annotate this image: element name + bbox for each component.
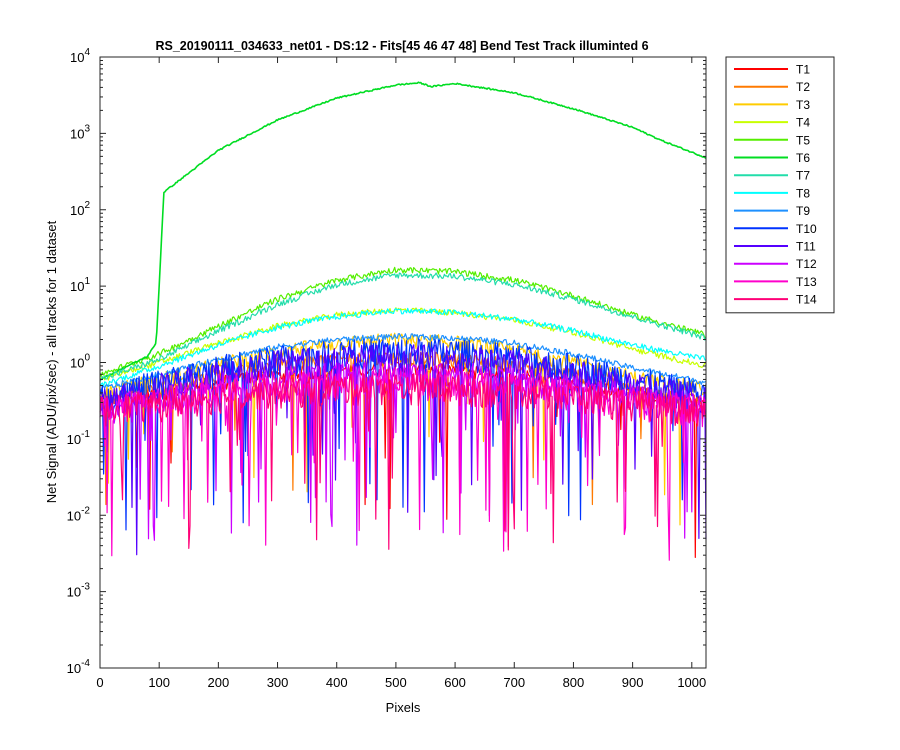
y-tick-base: 10 bbox=[70, 203, 84, 218]
x-axis-label: Pixels bbox=[386, 700, 421, 715]
x-tick-label: 300 bbox=[267, 675, 289, 690]
y-tick-exponent: 3 bbox=[84, 123, 90, 134]
x-tick-label: 1000 bbox=[677, 675, 706, 690]
y-tick-exponent: 2 bbox=[84, 200, 90, 211]
y-tick-exponent: -3 bbox=[81, 582, 90, 593]
x-tick-label: 900 bbox=[622, 675, 644, 690]
legend-label: T14 bbox=[796, 293, 817, 307]
chart-title: RS_20190111_034633_net01 - DS:12 - Fits[… bbox=[155, 39, 648, 53]
x-tick-label: 100 bbox=[148, 675, 170, 690]
legend-label: T10 bbox=[796, 222, 817, 236]
legend-label: T5 bbox=[796, 133, 810, 147]
legend-label: T8 bbox=[796, 186, 810, 200]
y-tick-label: 103 bbox=[70, 123, 90, 141]
series-line-t5 bbox=[99, 266, 707, 377]
y-tick-exponent: 0 bbox=[84, 353, 90, 364]
y-tick-exponent: -1 bbox=[81, 429, 90, 440]
series-line-t9 bbox=[99, 333, 707, 393]
y-tick-base: 10 bbox=[70, 356, 84, 371]
legend-label: T6 bbox=[796, 151, 810, 165]
legend-label: T13 bbox=[796, 275, 817, 289]
x-tick-label: 400 bbox=[326, 675, 348, 690]
y-tick-label: 10-4 bbox=[67, 658, 91, 676]
x-tick-label: 200 bbox=[208, 675, 230, 690]
y-tick-base: 10 bbox=[70, 50, 84, 65]
x-tick-label: 500 bbox=[385, 675, 407, 690]
y-axis-label: Net Signal (ADU/pix/sec) - all tracks fo… bbox=[44, 220, 59, 503]
legend-box bbox=[725, 56, 835, 314]
series-line-t6 bbox=[99, 81, 707, 381]
y-tick-label: 10-1 bbox=[67, 429, 91, 447]
y-tick-base: 10 bbox=[67, 432, 81, 447]
y-tick-exponent: -2 bbox=[81, 505, 90, 516]
x-tick-label: 0 bbox=[96, 675, 103, 690]
y-tick-label: 10-3 bbox=[67, 582, 91, 600]
legend-label: T4 bbox=[796, 116, 810, 130]
x-tick-label: 700 bbox=[503, 675, 525, 690]
y-tick-base: 10 bbox=[67, 508, 81, 523]
series-line-t14 bbox=[99, 373, 707, 551]
y-tick-base: 10 bbox=[67, 585, 81, 600]
series-line-t8 bbox=[99, 307, 707, 387]
y-tick-base: 10 bbox=[70, 126, 84, 141]
x-axis: 0 100 200 300 400 500 600 700 800 900 1000 bbox=[96, 57, 706, 690]
legend-label: T11 bbox=[796, 240, 816, 254]
series-layer bbox=[99, 81, 707, 561]
legend-label: T3 bbox=[796, 98, 810, 112]
series-line-t7 bbox=[99, 272, 707, 382]
y-tick-label: 100 bbox=[70, 353, 90, 371]
y-tick-exponent: 1 bbox=[84, 276, 90, 287]
y-tick-base: 10 bbox=[67, 661, 81, 676]
y-tick-label: 104 bbox=[70, 47, 90, 65]
legend: T1 T2 T3 T4 T5 T6 T7 T8 T9 T10 T11 T12 T13 T14 bbox=[725, 56, 835, 314]
y-tick-label: 101 bbox=[70, 276, 90, 294]
legend-label: T12 bbox=[796, 257, 817, 271]
y-tick-base: 10 bbox=[70, 279, 84, 294]
y-tick-exponent: 4 bbox=[84, 47, 90, 58]
y-tick-label: 102 bbox=[70, 200, 90, 218]
y-tick-label: 10-2 bbox=[67, 505, 91, 523]
x-tick-label: 600 bbox=[444, 675, 466, 690]
x-tick-label: 800 bbox=[563, 675, 585, 690]
legend-label: T2 bbox=[796, 80, 810, 94]
legend-label: T9 bbox=[796, 204, 810, 218]
legend-label: T1 bbox=[796, 63, 810, 77]
legend-label: T7 bbox=[796, 169, 810, 183]
y-tick-exponent: -4 bbox=[81, 658, 90, 669]
